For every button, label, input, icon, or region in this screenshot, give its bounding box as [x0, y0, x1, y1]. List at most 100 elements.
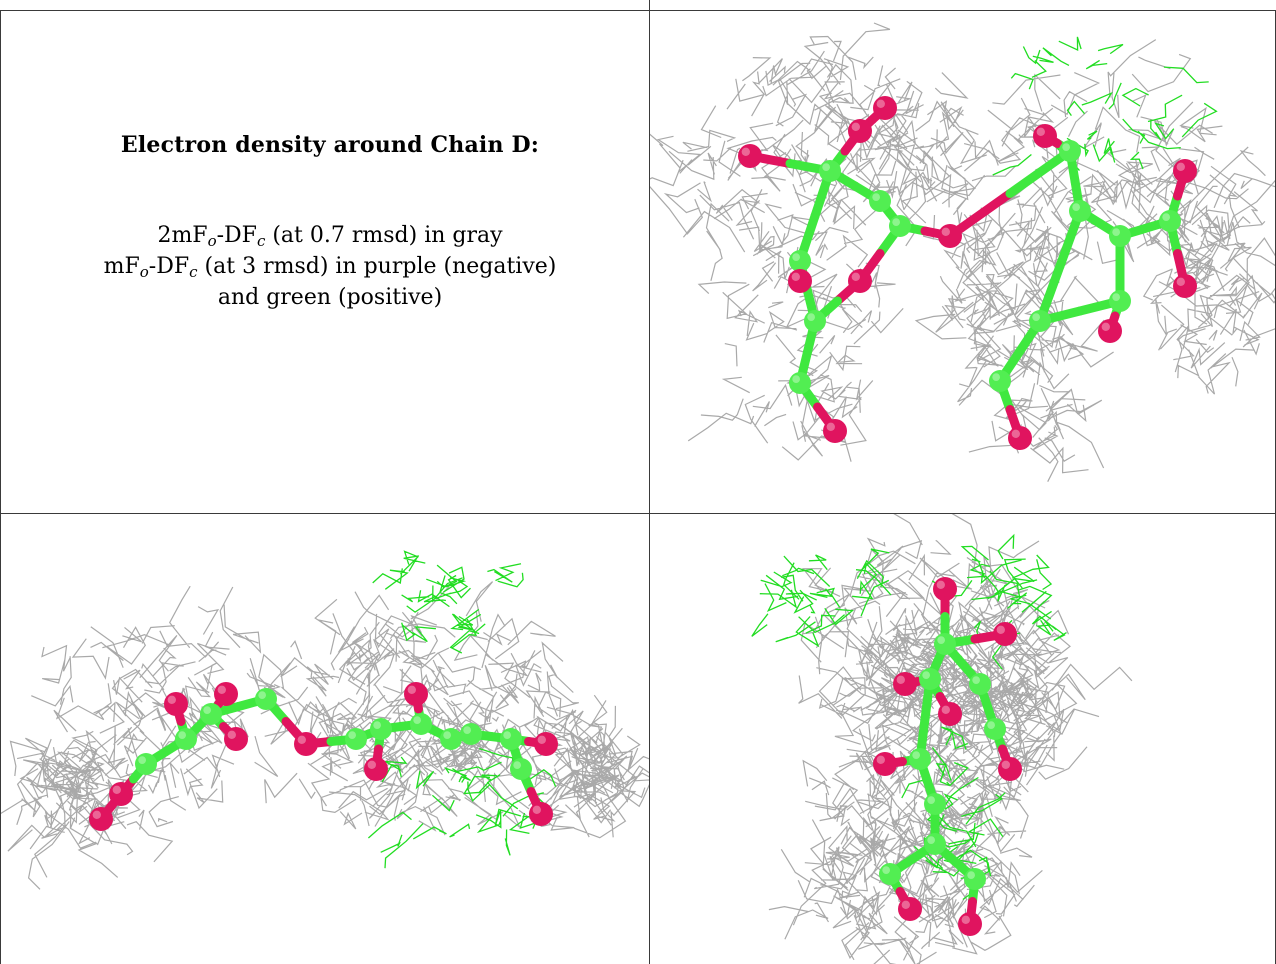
- legend-line-purple: mFo-DFc (at 3 rmsd) in purple (negative): [40, 251, 620, 282]
- carbon-atom: [789, 372, 811, 394]
- carbon-atom: [819, 160, 841, 182]
- oxygen-atom: [1173, 159, 1197, 183]
- carbon-atom: [200, 703, 222, 725]
- carbon-atom: [510, 758, 532, 780]
- atom-highlight: [992, 373, 1000, 381]
- top-view-molecule: [650, 22, 1275, 482]
- atom-highlight: [791, 272, 800, 281]
- carbon-atom: [924, 833, 946, 855]
- atom-highlight: [792, 375, 800, 383]
- atom-highlight: [227, 730, 236, 739]
- carbon-atom: [869, 190, 891, 212]
- carbon-atom: [989, 370, 1011, 392]
- legend-line1-sub-c: c: [256, 232, 266, 250]
- caption-panel: Electron density around Chain D: 2mFo-DF…: [40, 70, 620, 313]
- atom-highlight: [138, 756, 146, 764]
- legend-line1-mid: -DF: [216, 223, 257, 248]
- oxygen-atom: [893, 672, 917, 696]
- side-view-panel: [1, 514, 649, 964]
- top-view-panel: [650, 11, 1275, 513]
- atom-highlight: [1176, 162, 1185, 171]
- atom-highlight: [961, 915, 970, 924]
- legend-line2-mid: -DF: [148, 254, 190, 279]
- carbon-atom: [1109, 225, 1131, 247]
- atom-highlight: [217, 685, 226, 694]
- carbon-atom: [969, 673, 991, 695]
- atom-highlight: [1011, 429, 1020, 438]
- positive-density-mesh: [992, 36, 1218, 176]
- positive-density-mesh-top-lines: [372, 550, 524, 654]
- legend-line1-prefix: 2mF: [157, 223, 208, 248]
- atom-highlight: [258, 691, 266, 699]
- oxygen-atom: [1173, 274, 1197, 298]
- oxygen-atom: [164, 692, 188, 716]
- atom-highlight: [373, 721, 381, 729]
- atom-highlight: [872, 193, 880, 201]
- legend-line-green: and green (positive): [217, 285, 443, 310]
- positive-density-mesh-right-lines: [931, 533, 1067, 670]
- atom-highlight: [413, 716, 421, 724]
- atom-highlight: [896, 675, 905, 684]
- carbon-atom: [345, 728, 367, 750]
- positive-density-mesh-top: [372, 550, 524, 654]
- oxygen-atom: [938, 224, 962, 248]
- positive-density-mesh-lines: [992, 36, 1218, 176]
- atom-highlight: [941, 705, 950, 714]
- atom-highlight: [996, 625, 1005, 634]
- atom-highlight: [112, 785, 122, 794]
- atom-highlight: [936, 580, 945, 589]
- atom-highlight: [348, 731, 356, 739]
- oxygen-atom: [873, 752, 897, 776]
- atom-highlight: [972, 676, 980, 684]
- atom-highlight: [826, 422, 835, 431]
- legend-line2-suffix: (at 3 rmsd) in purple (negative): [197, 254, 557, 279]
- carbon-atom: [889, 215, 911, 237]
- oxygen-atom: [958, 912, 982, 936]
- atom-highlight: [92, 810, 102, 819]
- legend-line2-sub-c: c: [189, 263, 198, 281]
- grid-middle-divider: [0, 513, 1276, 514]
- atom-highlight: [463, 726, 471, 734]
- oxygen-atom: [294, 732, 318, 756]
- oxygen-atom: [1008, 426, 1032, 450]
- atom-highlight: [741, 147, 750, 156]
- end-view-panel: [650, 514, 1275, 964]
- oxygen-atom: [848, 119, 872, 143]
- legend-line-gray: 2mFo-DFc (at 0.7 rmsd) in gray: [40, 220, 620, 251]
- oxygen-atom: [823, 419, 847, 443]
- carbon-atom: [1109, 290, 1131, 312]
- carbon-atom: [964, 868, 986, 890]
- oxygen-atom: [89, 807, 113, 831]
- atom-highlight: [927, 836, 935, 844]
- atom-highlight: [367, 760, 376, 769]
- legend-line1-sub-o: o: [207, 232, 217, 250]
- oxygen-atom: [534, 732, 558, 756]
- atom-highlight: [941, 227, 950, 236]
- oxygen-atom: [788, 269, 812, 293]
- disaccharide-model: [873, 577, 1022, 936]
- gray-density-mesh-lines: [1, 581, 649, 890]
- atom-highlight: [892, 218, 900, 226]
- atom-highlight: [203, 706, 211, 714]
- carbon-atom: [1029, 310, 1051, 332]
- legend-line2-sub-o: o: [139, 263, 149, 281]
- disaccharide-model: [738, 96, 1197, 450]
- atom-highlight: [851, 272, 860, 281]
- oxygen-atom: [993, 622, 1017, 646]
- carbon-atom: [1159, 210, 1181, 232]
- oxygen-atom: [738, 144, 762, 168]
- atom-highlight: [851, 122, 860, 131]
- atom-highlight: [503, 731, 511, 739]
- grid-top-border: [0, 10, 1276, 11]
- atom-highlight: [297, 735, 306, 744]
- atom-highlight: [1001, 760, 1010, 769]
- atom-highlight: [178, 731, 186, 739]
- grid-left-border: [0, 10, 1, 964]
- atom-highlight: [1162, 213, 1170, 221]
- caption-legend: 2mFo-DFc (at 0.7 rmsd) in gray mFo-DFc (…: [40, 220, 620, 313]
- carbon-atom: [1069, 200, 1091, 222]
- atom-highlight: [1176, 277, 1185, 286]
- atom-highlight: [443, 731, 451, 739]
- atom-highlight: [792, 253, 800, 261]
- bond: [1005, 146, 1075, 198]
